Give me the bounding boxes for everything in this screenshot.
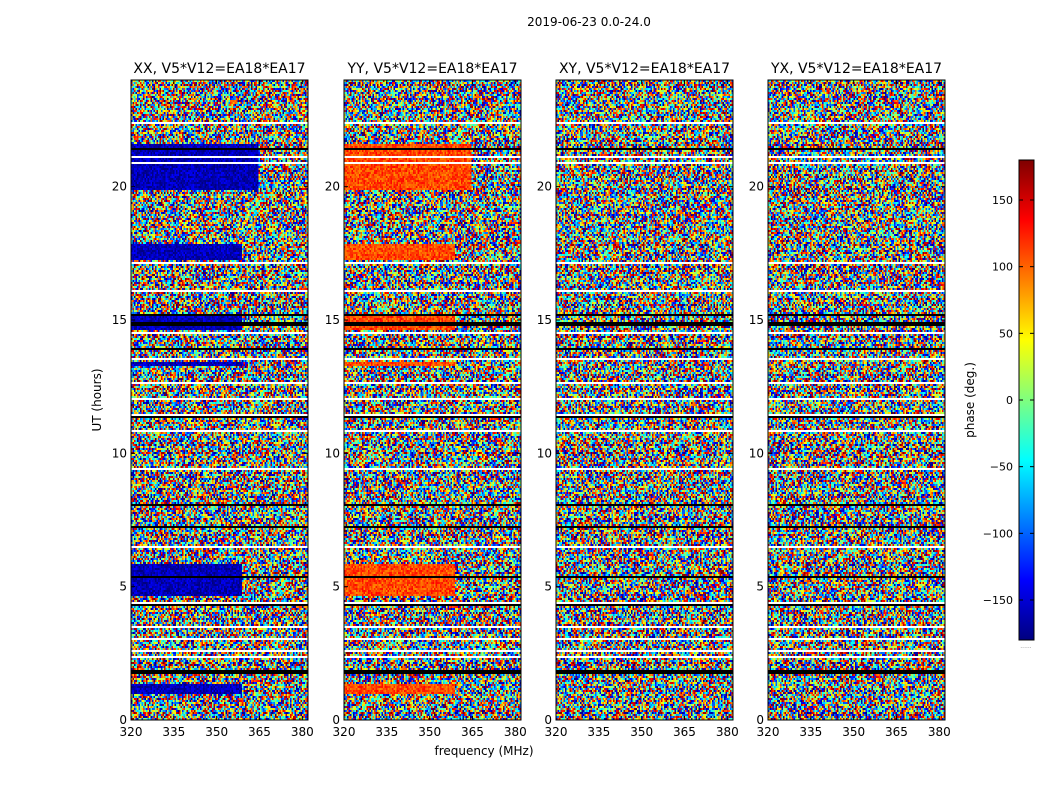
colorbar-ticks: −150 −100 −50 0 50 100 150	[983, 194, 1034, 607]
panel-2: YY, V5*V12=EA18*EA17 320 335 350 365 380 0 5 10 1…	[325, 61, 527, 739]
plot-frame	[130, 79, 309, 721]
x-tick-label: 335	[587, 725, 610, 739]
colorbar-tick-label: 0	[1006, 394, 1013, 407]
x-tick-label: 365	[248, 725, 271, 739]
y-tick-label: 5	[119, 580, 127, 594]
y-tick-label: 10	[112, 446, 127, 460]
x-tick-label: 320	[120, 725, 143, 739]
x-tick-label: 365	[461, 725, 484, 739]
heatmap-image	[768, 80, 945, 720]
x-axis-label: frequency (MHz)	[434, 744, 533, 758]
x-tick-label: 365	[673, 725, 696, 739]
y-axis-label: UT (hours)	[90, 368, 104, 431]
x-tick-label: 320	[757, 725, 780, 739]
x-tick-label: 320	[333, 725, 356, 739]
x-tick-label: 365	[885, 725, 908, 739]
panel-title: XY, V5*V12=EA18*EA17	[559, 61, 730, 77]
x-tick-label: 380	[928, 725, 951, 739]
colorbar-tick-label: 100	[992, 261, 1013, 274]
suptitle: 2019-06-23 0.0-24.0	[527, 15, 651, 29]
y-tick-label: 10	[325, 446, 340, 460]
y-tick-label: 5	[544, 580, 552, 594]
y-tick-label: 20	[537, 180, 552, 194]
panels: XX, V5*V12=EA18*EA17 320 335 350 365 380 0 5 10 1…	[112, 61, 951, 739]
colorbar-tick-label: 150	[992, 194, 1013, 207]
y-tick-label: 0	[119, 713, 127, 727]
x-tick-label: 335	[799, 725, 822, 739]
y-tick-label: 10	[749, 446, 764, 460]
x-tick-label: 380	[291, 725, 314, 739]
plot-frame	[555, 79, 734, 721]
colorbar-footer: ......	[1020, 643, 1032, 650]
panel-4: YX, V5*V12=EA18*EA17 320 335 350 365 380 0 5 10 1…	[749, 61, 951, 739]
y-tick-label: 15	[112, 313, 127, 327]
heatmap-image	[131, 80, 308, 720]
y-tick-label: 5	[332, 580, 340, 594]
x-tick-label: 320	[545, 725, 568, 739]
y-tick-label: 20	[325, 180, 340, 194]
y-tick-label: 0	[544, 713, 552, 727]
x-tick-label: 350	[418, 725, 441, 739]
y-tick-label: 15	[325, 313, 340, 327]
panel-title: YY, V5*V12=EA18*EA17	[346, 61, 517, 77]
colorbar-tick-label: 50	[999, 327, 1013, 340]
y-tick-label: 0	[332, 713, 340, 727]
colorbar-tick-label: −100	[983, 527, 1013, 540]
heatmap-image	[344, 80, 521, 720]
x-tick-label: 335	[162, 725, 185, 739]
y-tick-label: 15	[537, 313, 552, 327]
y-tick-label: 10	[537, 446, 552, 460]
x-tick-label: 350	[842, 725, 865, 739]
colorbar-label: phase (deg.)	[963, 362, 977, 438]
x-tick-label: 350	[630, 725, 653, 739]
panel-3: XY, V5*V12=EA18*EA17 320 335 350 365 380 0 5 10 1…	[537, 61, 739, 739]
colorbar-tick-label: −150	[983, 594, 1013, 607]
panel-title: XX, V5*V12=EA18*EA17	[133, 61, 305, 77]
heatmap-image	[556, 80, 733, 720]
y-tick-label: 5	[756, 580, 764, 594]
colorbar-tick-label: −50	[990, 461, 1013, 474]
plot-frame	[343, 79, 522, 721]
x-tick-label: 350	[205, 725, 228, 739]
x-tick-label: 380	[716, 725, 739, 739]
y-tick-label: 20	[112, 180, 127, 194]
x-tick-label: 380	[504, 725, 527, 739]
panel-1: XX, V5*V12=EA18*EA17 320 335 350 365 380 0 5 10 1…	[112, 61, 314, 739]
panel-title: YX, V5*V12=EA18*EA17	[770, 61, 942, 77]
y-tick-label: 0	[756, 713, 764, 727]
plot-frame	[767, 79, 946, 721]
y-tick-label: 15	[749, 313, 764, 327]
colorbar: −150 −100 −50 0 50 100 150 phase (deg.) ......	[963, 159, 1035, 650]
x-tick-label: 335	[375, 725, 398, 739]
y-tick-label: 20	[749, 180, 764, 194]
